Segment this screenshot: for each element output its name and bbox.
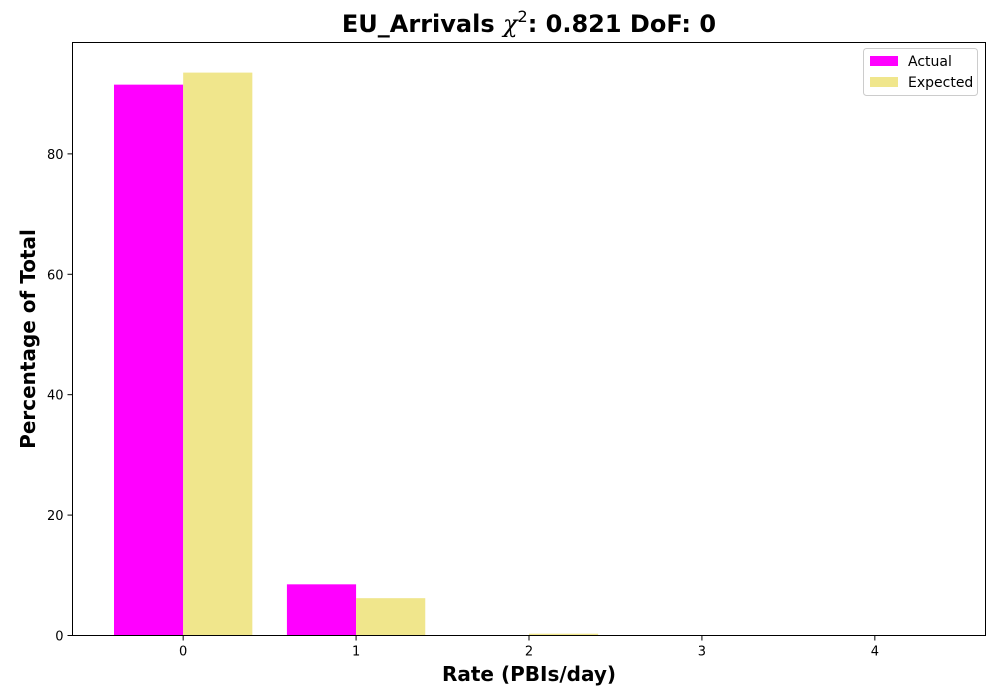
x-tick-label: 3	[698, 645, 706, 660]
chart-title-suffix: : 0.821 DoF: 0	[528, 10, 716, 38]
chart-title-chi-exponent: 2	[518, 7, 528, 26]
x-axis-ticks: 0 1 2 3 4	[179, 636, 879, 660]
chart-title-prefix: EU_Arrivals	[342, 10, 503, 38]
chart-title-chi-symbol: χ	[501, 10, 519, 38]
bar-actual-0	[114, 85, 183, 636]
legend-swatch-actual	[870, 56, 898, 66]
y-axis-label: Percentage of Total	[16, 229, 40, 449]
x-tick-label: 2	[525, 645, 533, 660]
legend: Actual Expected	[864, 49, 978, 96]
y-tick-label: 0	[55, 630, 63, 645]
x-tick-label: 0	[179, 645, 187, 660]
chart-title: EU_Arrivals χ2: 0.821 DoF: 0	[342, 7, 716, 38]
y-tick-label: 20	[47, 509, 64, 524]
bar-actual-1	[287, 584, 356, 635]
y-tick-label: 60	[47, 268, 64, 283]
y-tick-label: 80	[47, 148, 64, 163]
legend-label-actual: Actual	[908, 54, 952, 70]
y-tick-label: 40	[47, 389, 64, 404]
x-tick-label: 1	[352, 645, 360, 660]
x-tick-label: 4	[871, 645, 879, 660]
x-axis-label: Rate (PBIs/day)	[442, 662, 616, 686]
legend-label-expected: Expected	[908, 75, 973, 91]
legend-swatch-expected	[870, 77, 898, 87]
bar-expected-1	[356, 598, 425, 635]
bar-expected-0	[183, 73, 252, 636]
y-axis-ticks: 0 20 40 60 80	[47, 148, 73, 645]
bars-layer	[114, 73, 771, 636]
